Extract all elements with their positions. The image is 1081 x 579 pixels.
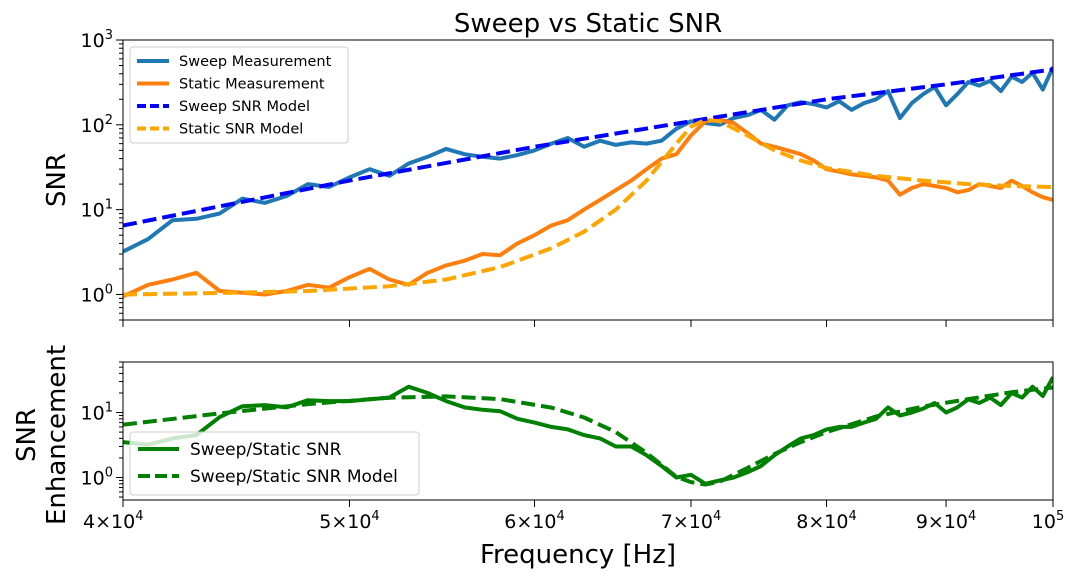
- series-line-static-measurement: [123, 117, 1053, 299]
- legend-bottom: Sweep/Static SNR Sweep/Static SNR Model: [129, 431, 420, 496]
- tick-base: 8×10: [796, 511, 848, 533]
- y-tick-label: 101: [81, 198, 113, 222]
- tick-base: 7×10: [661, 511, 713, 533]
- x-tick-label: 5×104: [319, 509, 379, 533]
- tick-base: 10: [81, 115, 105, 137]
- tick-exponent: 2: [105, 113, 113, 128]
- tick-base: 9×10: [916, 511, 968, 533]
- legend-box: [129, 46, 349, 144]
- tick-base: 10: [81, 284, 105, 306]
- tick-exponent: 4: [556, 509, 564, 524]
- y-tick-label: 103: [81, 28, 113, 52]
- y-tick-label: 100: [81, 465, 113, 489]
- tick-exponent: 1: [105, 198, 113, 213]
- y-tick-label: 101: [81, 401, 113, 425]
- y-tick-label: 100: [81, 282, 113, 306]
- series-line-sweep-snr-model: [123, 67, 1053, 228]
- x-axis-label: Frequency [Hz]: [480, 540, 676, 570]
- y-axis-label: SNR: [42, 153, 72, 207]
- series-line-static-snr-model: [123, 117, 1053, 297]
- x-tick-label: 8×104: [796, 509, 856, 533]
- x-tick-label: 6×104: [504, 509, 564, 533]
- legend-label: Sweep Measurement: [179, 54, 332, 70]
- y-axis-label-line-1: SNR: [12, 408, 42, 462]
- y-tick-label: 102: [81, 113, 113, 137]
- tick-exponent: 0: [105, 465, 113, 480]
- tick-exponent: 3: [105, 28, 113, 43]
- legend-label: Sweep/Static SNR: [190, 440, 342, 460]
- legend-label: Static Measurement: [179, 77, 325, 93]
- tick-exponent: 4: [135, 509, 143, 524]
- tick-exponent: 1: [105, 401, 113, 416]
- legend-top: Sweep Measurement Static Measurement Sweep…: [129, 46, 349, 144]
- x-tick-label: 9×104: [916, 509, 976, 533]
- legend-box: [129, 431, 420, 496]
- y-axis-label-line-2: Enhancement: [42, 345, 72, 525]
- series-line-sweep-static-snr-model: [123, 385, 1053, 487]
- series-group: [123, 376, 1053, 487]
- tick-exponent: 0: [105, 282, 113, 297]
- tick-base: 10: [81, 200, 105, 222]
- tick-base: 4×10: [83, 511, 135, 533]
- x-tick-label: 4×104: [83, 509, 143, 533]
- axes-frame: [122, 361, 1054, 501]
- tick-exponent: 4: [713, 509, 721, 524]
- tick-exponent: 5: [1056, 509, 1064, 524]
- tick-exponent: 4: [848, 509, 856, 524]
- tick-exponent: 4: [371, 509, 379, 524]
- x-tick-label: 7×104: [661, 509, 721, 533]
- legend-label: Static SNR Model: [179, 122, 303, 138]
- tick-base: 10: [81, 467, 105, 489]
- legend-label: Sweep/Static SNR Model: [190, 467, 398, 487]
- chart-title: Sweep vs Static SNR: [454, 9, 722, 39]
- tick-base: 10: [81, 403, 105, 425]
- series-group: [123, 66, 1053, 299]
- series-line-sweep-measurement: [123, 66, 1053, 254]
- tick-base: 10: [81, 30, 105, 52]
- legend-label: Sweep SNR Model: [179, 99, 310, 115]
- tick-base: 5×10: [319, 511, 371, 533]
- tick-base: 10: [1032, 511, 1056, 533]
- x-tick-label: 105: [1032, 509, 1064, 533]
- tick-base: 6×10: [504, 511, 556, 533]
- tick-exponent: 4: [968, 509, 976, 524]
- axes-frame: [122, 39, 1054, 321]
